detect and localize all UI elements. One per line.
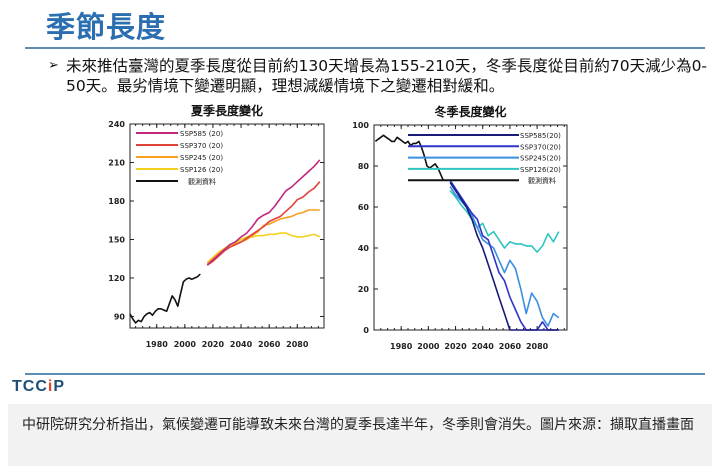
legend-label: 觀測資料 xyxy=(188,177,216,186)
series-line xyxy=(129,273,201,324)
y-tick-label: 150 xyxy=(108,235,125,244)
chart-title: 夏季長度變化 xyxy=(191,103,263,118)
x-tick-label: 2020 xyxy=(202,340,225,349)
y-tick-label: 180 xyxy=(108,197,125,206)
tccip-logo: TCCiP xyxy=(12,378,66,395)
x-tick-label: 1980 xyxy=(146,340,169,349)
arrow-bullet-icon: ➢ xyxy=(48,58,59,73)
image-caption: 中研院研究分析指出，氣候變遷可能導致未來台灣的夏季長達半年，冬季則會消失。圖片來… xyxy=(8,404,712,466)
page-title: 季節長度 xyxy=(46,10,167,44)
x-tick-label: 2000 xyxy=(174,340,197,349)
series-line xyxy=(206,181,321,266)
y-tick-label: 90 xyxy=(114,312,126,321)
series-line xyxy=(206,232,321,264)
legend-label: SSP585 (20) xyxy=(180,130,223,138)
y-tick-label: 240 xyxy=(108,120,125,129)
legend-label: SSP245 (20) xyxy=(180,154,223,162)
header-divider xyxy=(25,47,705,49)
legend-label: SSP370 (20) xyxy=(180,142,223,150)
series-line xyxy=(206,159,321,266)
x-tick-label: 2040 xyxy=(230,340,253,349)
legend-label: SSP126 (20) xyxy=(180,166,223,174)
footer-divider xyxy=(25,373,705,375)
plot-frame xyxy=(129,123,325,329)
x-tick-label: 2080 xyxy=(286,340,309,349)
y-tick-label: 210 xyxy=(108,158,125,167)
bullet-text: 未來推估臺灣的夏季長度從目前約130天增長為155-210天，冬季長度從目前約7… xyxy=(66,57,708,95)
y-tick-label: 120 xyxy=(108,274,125,283)
x-tick-label: 2060 xyxy=(258,340,281,349)
bullet-point: ➢ 未來推估臺灣的夏季長度從目前約130天增長為155-210天，冬季長度從目前… xyxy=(48,56,708,96)
